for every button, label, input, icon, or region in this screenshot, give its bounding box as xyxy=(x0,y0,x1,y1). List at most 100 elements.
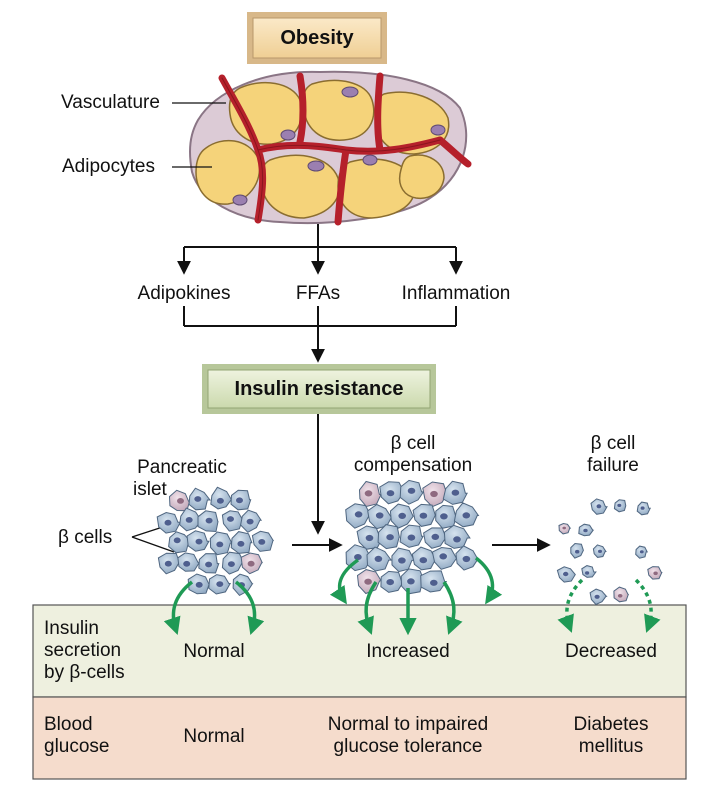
glucose-header-line-1: Blood xyxy=(44,714,93,735)
cell-nucleus xyxy=(419,512,428,519)
insulin-resistance-box xyxy=(202,364,436,414)
cell-nucleus xyxy=(236,497,243,504)
glucose-value-normal: Normal xyxy=(154,726,274,748)
cell-nucleus xyxy=(407,487,416,494)
cell-nucleus xyxy=(453,536,461,543)
cell-nucleus xyxy=(364,578,372,585)
pancreatic-islet-compensation xyxy=(345,479,480,595)
vasculature-label: Vasculature xyxy=(61,92,160,113)
cell-nucleus xyxy=(227,561,235,567)
failure-label-line-1: β cell xyxy=(590,433,636,454)
resistance-connector xyxy=(183,306,457,363)
cell-nucleus xyxy=(575,549,580,554)
secretion-value-increased: Increased xyxy=(366,641,450,662)
cell-nucleus xyxy=(374,555,383,563)
cell-nucleus xyxy=(440,513,448,520)
cell-nucleus xyxy=(205,517,213,524)
glucose-impaired-line-1: Normal to impaired xyxy=(327,714,489,735)
cell-nucleus xyxy=(653,571,658,576)
pancreatic-islet-label-line-2: islet xyxy=(133,479,167,500)
cell-nucleus xyxy=(173,537,181,544)
cell-nucleus xyxy=(640,506,645,510)
cell-nucleus xyxy=(431,533,440,541)
adipose-tissue xyxy=(189,70,472,226)
secretion-arrows-decreased xyxy=(557,578,661,633)
beta-cell-failure-label: β cell failure xyxy=(558,433,668,477)
cell-nucleus xyxy=(419,557,428,564)
secretion-header-line-2: secretion xyxy=(44,640,122,661)
glucose-row-background xyxy=(32,696,687,780)
beta-cells-leader-line-2 xyxy=(131,536,175,553)
cell-nucleus xyxy=(194,496,202,502)
compensation-label-line-2: compensation xyxy=(353,455,473,476)
pancreatic-islet-label: Pancreatic islet xyxy=(122,457,242,501)
cell-nucleus xyxy=(639,550,644,554)
cell-nucleus xyxy=(216,497,224,504)
cell-nucleus xyxy=(386,534,394,541)
cell-nucleus xyxy=(462,555,471,563)
glucose-value-diabetes: Diabetes mellitus xyxy=(556,714,666,758)
cell-nucleus xyxy=(246,518,254,525)
cell-nucleus xyxy=(205,561,213,568)
adipokines-label: Adipokines xyxy=(137,283,231,304)
cell-nucleus xyxy=(364,490,373,497)
cell-nucleus xyxy=(407,534,416,541)
cell-nucleus xyxy=(164,560,172,567)
secretion-header-line-1: Insulin xyxy=(44,618,99,639)
cell-nucleus xyxy=(386,579,395,586)
cell-nucleus xyxy=(451,489,460,496)
pancreatic-islet-label-line-1: Pancreatic xyxy=(137,457,227,478)
cell-nucleus xyxy=(594,594,600,599)
glucose-value-impaired: Normal to impaired glucose tolerance xyxy=(308,714,508,758)
insulin-resistance-label: Insulin resistance xyxy=(234,378,404,400)
cell-nucleus xyxy=(183,560,191,567)
cell-nucleus xyxy=(617,594,623,598)
cell-nucleus xyxy=(216,581,224,587)
glucose-normal-line-1: Normal xyxy=(183,726,245,747)
failure-label-line-2: failure xyxy=(587,455,639,476)
glucose-diabetes-line-2: mellitus xyxy=(578,736,644,757)
cell-nucleus xyxy=(195,581,203,588)
adipocytes-label: Adipocytes xyxy=(62,156,155,177)
cell-nucleus xyxy=(227,516,234,522)
cell-nucleus xyxy=(430,490,438,498)
glucose-impaired-line-2: glucose tolerance xyxy=(333,736,483,757)
ffas-label: FFAs xyxy=(295,283,341,304)
secretion-arrows-normal xyxy=(163,580,265,635)
secretion-value-normal: Normal xyxy=(183,641,245,662)
obesity-label: Obesity xyxy=(280,27,354,49)
cell-nucleus xyxy=(585,571,590,575)
beta-cell-compensation-label: β cell compensation xyxy=(328,433,498,477)
secretion-value-decreased: Decreased xyxy=(565,641,657,662)
cell-nucleus xyxy=(562,526,566,530)
cell-nucleus xyxy=(365,534,374,542)
cell-nucleus xyxy=(354,511,363,518)
cell-nucleus xyxy=(617,503,622,507)
pancreatic-islet-failure xyxy=(556,498,663,606)
cell-nucleus xyxy=(258,539,266,545)
cell-nucleus xyxy=(598,549,602,554)
cell-nucleus xyxy=(596,504,602,509)
cell-nucleus xyxy=(398,557,406,564)
cell-nucleus xyxy=(354,554,362,561)
cell-nucleus xyxy=(439,553,448,560)
cell-nucleus xyxy=(185,517,193,523)
pancreatic-islet-normal xyxy=(156,486,275,597)
inflammation-label: Inflammation xyxy=(401,283,511,304)
cell-nucleus xyxy=(177,498,184,504)
cell-nucleus xyxy=(164,519,172,526)
cell-nucleus xyxy=(430,579,438,586)
glucose-diabetes-line-1: Diabetes xyxy=(573,714,649,735)
cell-nucleus xyxy=(583,528,588,533)
cell-nucleus xyxy=(237,540,245,547)
secretion-header-line-3: by β-cells xyxy=(44,662,125,683)
secretion-row-header: Insulin secretion by β-cells xyxy=(44,618,125,684)
factors-connector xyxy=(177,224,463,275)
obesity-box xyxy=(247,12,387,64)
adipocyte-nuclei xyxy=(232,86,446,206)
cell-nucleus xyxy=(195,538,203,545)
cell-nucleus xyxy=(398,512,407,520)
glucose-header-line-2: glucose xyxy=(44,736,110,757)
